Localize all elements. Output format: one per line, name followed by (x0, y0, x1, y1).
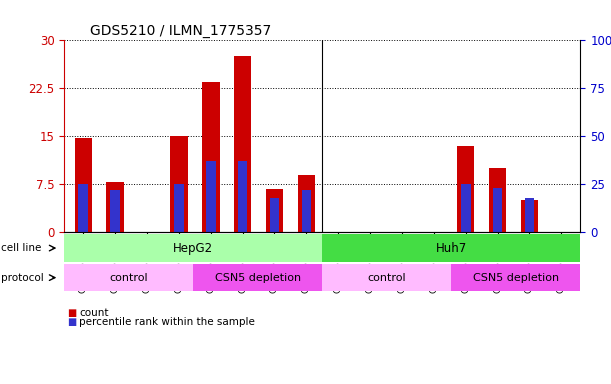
Bar (521, 200, 538, 232)
Text: ■: ■ (67, 317, 76, 327)
Bar (170, 136, 188, 232)
Bar (238, 161, 247, 232)
Text: cell line: cell line (1, 243, 42, 253)
Bar (75, 137, 92, 232)
Text: Huh7: Huh7 (436, 242, 467, 255)
Text: count: count (79, 308, 109, 318)
Bar (489, 168, 507, 232)
Bar (206, 161, 216, 232)
Text: control: control (368, 273, 406, 283)
Text: CSN5 depletion: CSN5 depletion (214, 273, 301, 283)
Bar (266, 189, 284, 232)
Bar (457, 146, 475, 232)
Text: HepG2: HepG2 (173, 242, 213, 255)
Bar (492, 188, 502, 232)
Bar (174, 184, 184, 232)
Bar (461, 184, 470, 232)
Bar (269, 198, 279, 232)
Bar (525, 198, 534, 232)
Bar (78, 184, 88, 232)
Bar (298, 175, 315, 232)
Text: CSN5 depletion: CSN5 depletion (473, 273, 559, 283)
Bar (111, 190, 120, 232)
Bar (202, 82, 219, 232)
Bar (234, 56, 251, 232)
Bar (302, 190, 311, 232)
Text: ■: ■ (67, 308, 76, 318)
Text: protocol: protocol (1, 273, 44, 283)
Text: GDS5210 / ILMN_1775357: GDS5210 / ILMN_1775357 (90, 24, 271, 38)
Text: control: control (109, 273, 148, 283)
Bar (106, 182, 124, 232)
Text: percentile rank within the sample: percentile rank within the sample (79, 317, 255, 327)
